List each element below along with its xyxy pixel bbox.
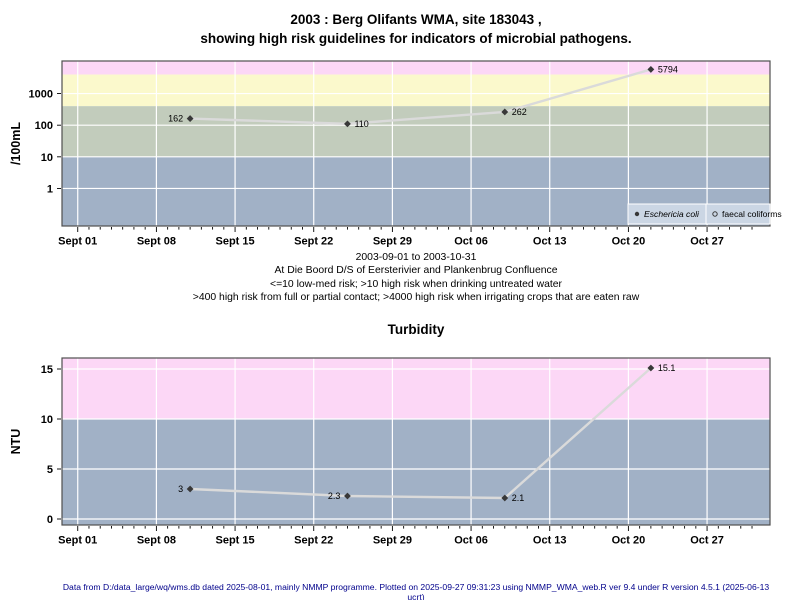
- data-point: [647, 364, 655, 372]
- caption-date-range: 2003-09-01 to 2003-10-31: [355, 252, 477, 263]
- data-point: [344, 120, 351, 128]
- point-value-label: 110: [354, 119, 368, 129]
- chart-caption: 2003-09-01 to 2003-10-31 At Die Boord D/…: [62, 251, 770, 305]
- x-tick-label: Sept 01: [58, 535, 97, 547]
- data-point: [501, 108, 509, 116]
- data-point: [186, 485, 194, 493]
- x-tick-label: Oct 13: [533, 535, 567, 547]
- legend-box: [705, 203, 771, 225]
- y-tick-label: 1000: [29, 89, 53, 101]
- data-point: [186, 115, 194, 122]
- turbidity-title: Turbidity: [387, 322, 445, 337]
- data-point: [647, 66, 655, 73]
- data-point: [501, 494, 509, 502]
- x-tick-label: Oct 06: [454, 236, 488, 248]
- plot-frame: [61, 357, 771, 526]
- guideline-band: [62, 419, 770, 525]
- y-tick-label: 0: [47, 514, 53, 526]
- x-tick-label: Oct 06: [454, 535, 488, 547]
- guideline-band: [62, 61, 770, 75]
- caption-guideline-contact: >400 high risk from full or partial cont…: [192, 292, 640, 304]
- x-tick-label: Oct 13: [533, 236, 567, 248]
- x-tick-label: Oct 27: [690, 535, 724, 547]
- main-title: 2003 : Berg Olifants WMA, site 183043 , …: [62, 10, 770, 48]
- x-tick-label: Sept 22: [294, 236, 333, 248]
- data-line: [188, 366, 653, 500]
- legend-label: Eschericia coli: [644, 209, 700, 219]
- legend-filled-circle-icon: [634, 211, 640, 217]
- x-tick-label: Sept 15: [215, 535, 254, 547]
- chart-turbidity: Sept 01 Sept 08 Sept 15 Sept 22 Sept 29 Oct 0…: [9, 357, 771, 547]
- y-axis-label: NTU: [9, 429, 23, 455]
- x-tick-label: Oct 20: [612, 236, 646, 248]
- x-tick-label: Sept 29: [373, 535, 412, 547]
- legend-label: faecal coliforms: [722, 209, 782, 219]
- y-tick-label: 10: [41, 414, 53, 426]
- x-tick-label: Sept 15: [215, 236, 254, 248]
- data-point: [344, 492, 351, 500]
- x-tick-label: Sept 08: [137, 236, 176, 248]
- guideline-band: [62, 74, 770, 107]
- point-value-label: 5794: [658, 64, 678, 74]
- point-value-label: 15.1: [658, 363, 676, 373]
- y-tick-label: 1: [47, 183, 53, 195]
- y-tick-label: 10: [41, 152, 53, 164]
- x-tick-label: Sept 22: [294, 535, 333, 547]
- main-title-line2: showing high risk guidelines for indicat…: [200, 31, 632, 46]
- x-tick-label: Oct 20: [612, 535, 646, 547]
- footer-note: Data from D:/data_large/wq/wms.db dated …: [62, 582, 770, 600]
- x-tick-label: Sept 01: [58, 236, 97, 248]
- guideline-band: [62, 106, 770, 157]
- y-axis-label: /100mL: [9, 122, 23, 165]
- y-tick-label: 5: [47, 464, 53, 476]
- point-value-label: 2.3: [328, 491, 341, 501]
- y-tick-label: 100: [35, 120, 53, 132]
- y-tick-label: 15: [41, 364, 53, 376]
- caption-guideline-drinking: <=10 low-med risk; >10 high risk when dr…: [270, 278, 562, 290]
- data-line: [188, 68, 653, 126]
- plot-frame: [61, 60, 771, 227]
- x-tick-label: Oct 27: [690, 236, 724, 248]
- point-value-label: 262: [512, 107, 527, 117]
- x-tick-label: Sept 29: [373, 236, 412, 248]
- x-tick-label: Sept 08: [137, 535, 176, 547]
- point-value-label: 2.1: [512, 493, 525, 503]
- caption-site-location: At Die Boord D/S of Eersterivier and Pla…: [274, 265, 558, 277]
- legend-open-circle-icon: [712, 211, 718, 217]
- point-value-label: 3: [178, 484, 183, 494]
- main-title-line1: 2003 : Berg Olifants WMA, site 183043 ,: [290, 12, 542, 27]
- point-value-label: 162: [168, 114, 183, 124]
- chart-microbial-indicators: Sept 01 Sept 08 Sept 15 Sept 22 Sept 29 Oct 0…: [9, 60, 782, 248]
